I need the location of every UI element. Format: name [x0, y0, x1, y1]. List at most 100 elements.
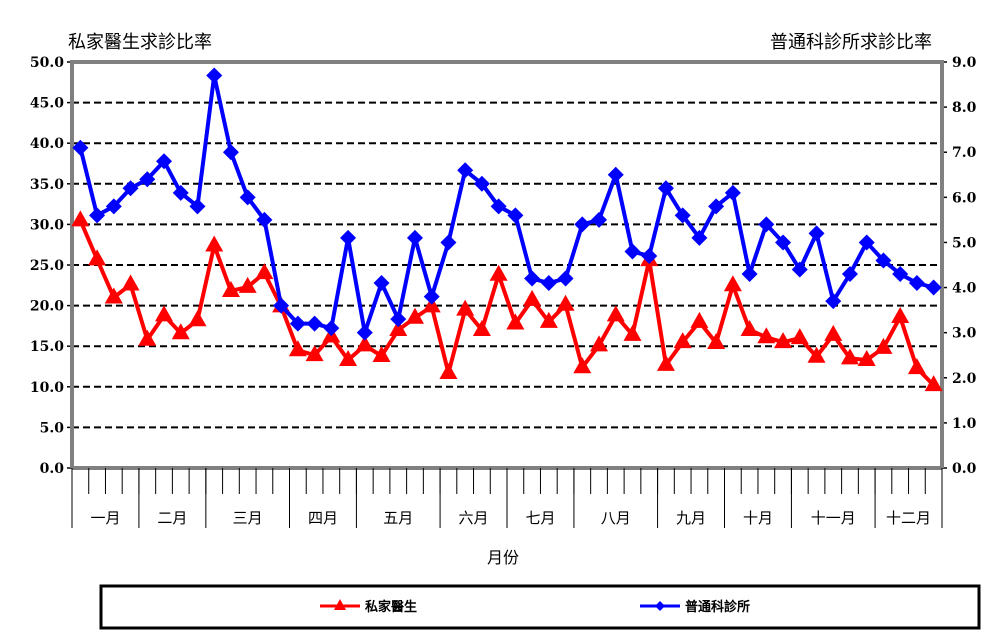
data-point [171, 323, 190, 340]
data-point [121, 274, 140, 291]
data-point [405, 307, 424, 324]
data-point [238, 276, 257, 293]
legend-item: 普通科診所 [640, 599, 750, 615]
data-point [924, 375, 943, 392]
data-point [907, 358, 926, 375]
data-point [807, 346, 826, 363]
data-point [206, 67, 223, 84]
data-point [840, 348, 859, 365]
data-point [724, 184, 741, 201]
data-point [641, 247, 658, 264]
data-point [790, 328, 809, 345]
series-private-doctor [71, 210, 943, 392]
data-point [389, 319, 408, 336]
right-tick-label: 5.0 [952, 235, 977, 251]
right-tick-label: 7.0 [952, 145, 977, 161]
data-point [239, 189, 256, 206]
data-point [775, 234, 792, 251]
data-point [356, 324, 373, 341]
data-point [523, 289, 542, 306]
data-point [707, 332, 726, 349]
data-point [205, 235, 224, 252]
data-point [874, 337, 893, 354]
data-point [825, 293, 842, 310]
data-point [355, 335, 374, 352]
legend-item: 私家醫生 [320, 599, 417, 615]
data-point [540, 275, 557, 292]
data-point [490, 198, 507, 215]
data-point [189, 198, 206, 215]
legend-label: 私家醫生 [365, 599, 417, 615]
data-point [841, 266, 858, 283]
data-point [139, 171, 156, 188]
data-point [791, 261, 808, 278]
data-point [673, 332, 692, 349]
data-point [557, 270, 574, 287]
right-tick-label: 9.0 [952, 55, 977, 71]
month-label: 八月 [601, 509, 631, 527]
data-point [858, 234, 875, 251]
data-point [323, 320, 340, 337]
data-point [808, 225, 825, 242]
data-point [288, 340, 307, 357]
data-point [824, 324, 843, 341]
data-point [723, 275, 742, 292]
left-tick-label: 0.0 [40, 461, 65, 477]
data-point [539, 311, 558, 328]
month-label: 五月 [383, 509, 413, 527]
data-point [423, 288, 440, 305]
data-point [72, 139, 89, 156]
left-tick-label: 10.0 [30, 380, 64, 396]
data-point [390, 311, 407, 328]
left-tick-label: 40.0 [30, 136, 64, 152]
month-label: 四月 [308, 509, 338, 527]
month-label: 二月 [157, 509, 187, 527]
left-tick-label: 5.0 [40, 420, 65, 436]
x-axis-label: 月份 [487, 548, 519, 567]
data-point [457, 162, 474, 179]
data-point [892, 266, 909, 283]
data-point [741, 266, 758, 283]
data-point [908, 275, 925, 292]
month-label: 三月 [233, 509, 263, 527]
left-tick-label: 35.0 [30, 177, 64, 193]
legend-label: 普通科診所 [685, 599, 750, 615]
month-label: 九月 [676, 509, 706, 527]
data-point [607, 166, 624, 183]
data-point [104, 287, 123, 304]
right-tick-label: 8.0 [952, 100, 977, 116]
data-point [925, 279, 942, 296]
left-tick-label: 25.0 [30, 258, 64, 274]
data-point [506, 313, 525, 330]
data-point [591, 211, 608, 228]
left-tick-label: 45.0 [30, 96, 64, 112]
left-tick-label: 20.0 [30, 299, 64, 315]
data-point [188, 310, 207, 327]
data-point [573, 357, 592, 374]
data-point [256, 211, 273, 228]
data-point [339, 350, 358, 367]
right-tick-label: 2.0 [952, 371, 977, 387]
data-point [574, 216, 591, 233]
data-point [690, 311, 709, 328]
data-point [306, 315, 323, 332]
data-point [472, 319, 491, 336]
data-point [89, 207, 106, 224]
data-point [524, 270, 541, 287]
data-point [255, 263, 274, 280]
data-point [691, 229, 708, 246]
left-tick-label: 30.0 [30, 217, 64, 233]
data-point [172, 184, 189, 201]
data-point [273, 297, 290, 314]
data-point [656, 354, 675, 371]
month-label: 六月 [459, 509, 489, 527]
legend-marker [334, 599, 346, 610]
month-label: 十二月 [886, 509, 931, 527]
month-label: 七月 [525, 509, 555, 527]
data-point [774, 332, 793, 349]
data-point [473, 175, 490, 192]
legend-box [99, 584, 981, 630]
data-point [891, 306, 910, 323]
data-point [757, 327, 776, 344]
